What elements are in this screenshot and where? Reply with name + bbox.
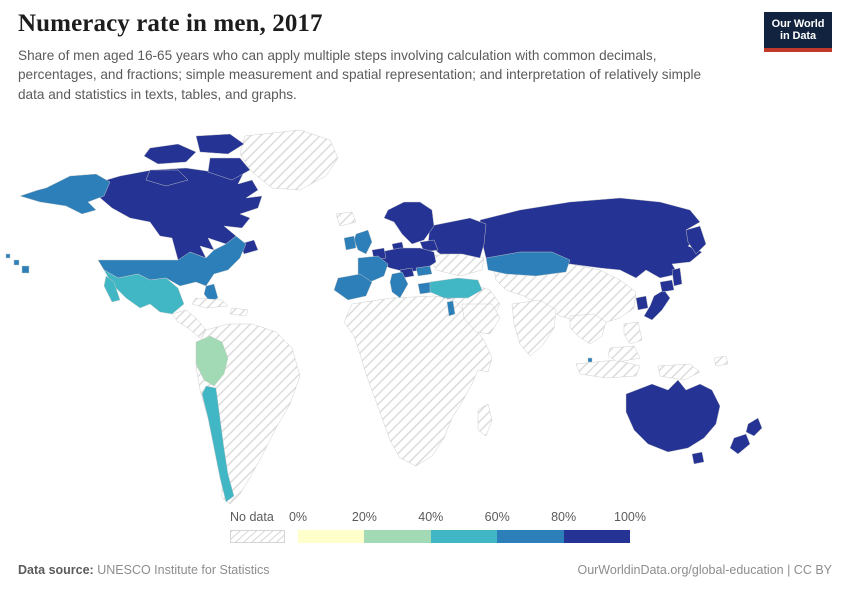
- region-canada-arctic-1[interactable]: [143, 143, 197, 165]
- region-asia-nodata[interactable]: [493, 263, 637, 325]
- legend-bin-2[interactable]: [430, 530, 498, 543]
- region-philippines[interactable]: [623, 321, 643, 345]
- legend-tick-2: 40%: [418, 510, 444, 524]
- region-spain-portugal[interactable]: [333, 273, 373, 301]
- region-south-korea[interactable]: [635, 295, 649, 311]
- legend-bin-4[interactable]: [563, 530, 631, 543]
- legend-no-data-label: No data: [230, 510, 274, 524]
- region-cuba[interactable]: [191, 297, 229, 309]
- legend-bin-0[interactable]: [298, 530, 365, 543]
- region-new-zealand[interactable]: [745, 417, 763, 437]
- page-title: Numeracy rate in men, 2017: [18, 10, 323, 37]
- data-source-label: Data source:: [18, 563, 94, 577]
- region-australia[interactable]: [625, 379, 721, 453]
- region-ireland[interactable]: [343, 235, 357, 251]
- region-chile[interactable]: [201, 385, 235, 503]
- region-greenland[interactable]: [239, 129, 339, 191]
- region-turkey[interactable]: [429, 277, 483, 299]
- region-india[interactable]: [511, 299, 557, 357]
- region-singapore[interactable]: [587, 357, 593, 363]
- region-russia-west[interactable]: [427, 217, 487, 259]
- attribution-link[interactable]: OurWorldinData.org/global-education | CC…: [577, 563, 832, 577]
- legend-tick-5: 100%: [614, 510, 646, 524]
- legend-no-data-hatch[interactable]: [230, 530, 285, 543]
- region-mexico[interactable]: [103, 269, 185, 315]
- region-arabian-peninsula[interactable]: [461, 303, 501, 335]
- legend-tick-1: 20%: [351, 510, 377, 524]
- region-united-kingdom[interactable]: [353, 229, 373, 255]
- legend-bin-1[interactable]: [364, 530, 431, 543]
- region-southeast-asia[interactable]: [569, 313, 607, 345]
- data-source-value: UNESCO Institute for Statistics: [97, 563, 270, 577]
- region-tasmania[interactable]: [691, 451, 705, 465]
- owid-logo[interactable]: Our World in Data: [764, 12, 832, 52]
- region-new-zealand-south[interactable]: [729, 433, 751, 455]
- region-papua-islands[interactable]: [713, 355, 729, 367]
- legend-tick-4: 80%: [551, 510, 577, 524]
- world-map-svg[interactable]: [0, 118, 850, 508]
- region-canada-victoria[interactable]: [145, 169, 189, 187]
- legend-tick-0: 0%: [288, 510, 308, 524]
- chart-header: Numeracy rate in men, 2017 Share of men …: [18, 10, 832, 105]
- map-legend: No data 0% 20% 40% 60% 80% 100%: [0, 508, 850, 554]
- region-hawaii-1[interactable]: [5, 253, 11, 259]
- chart-footer: Data source: UNESCO Institute for Statis…: [18, 563, 832, 577]
- region-central-america[interactable]: [171, 309, 207, 339]
- region-hawaii-3[interactable]: [21, 265, 30, 274]
- region-mexico-baja[interactable]: [103, 275, 121, 303]
- region-peru-ecuador[interactable]: [195, 335, 229, 387]
- region-kamchatka[interactable]: [685, 225, 707, 255]
- legend-tick-3: 60%: [484, 510, 510, 524]
- region-hungary[interactable]: [415, 265, 433, 277]
- region-alaska[interactable]: [19, 173, 111, 215]
- region-papua-new-guinea[interactable]: [657, 363, 701, 381]
- region-canada-arctic-2[interactable]: [195, 133, 245, 155]
- region-hawaii-2[interactable]: [13, 259, 20, 266]
- region-japan[interactable]: [643, 289, 671, 321]
- region-italy[interactable]: [389, 271, 409, 299]
- region-madagascar[interactable]: [477, 403, 493, 437]
- legend-tick-labels: 0% 20% 40% 60% 80% 100%: [289, 510, 646, 528]
- legend-bin-3[interactable]: [497, 530, 564, 543]
- region-france[interactable]: [357, 255, 389, 283]
- world-map[interactable]: [0, 118, 850, 508]
- legend-color-bar[interactable]: [298, 530, 631, 543]
- chart-subtitle: Share of men aged 16-65 years who can ap…: [18, 47, 702, 103]
- region-kazakhstan[interactable]: [485, 251, 571, 277]
- region-norway-sweden-finland[interactable]: [383, 201, 435, 245]
- map-regions: [5, 129, 763, 505]
- region-sakhalin[interactable]: [671, 267, 683, 287]
- logo-line-1: Our World: [771, 17, 825, 30]
- logo-line-2: in Data: [780, 30, 816, 42]
- region-hispaniola[interactable]: [229, 307, 249, 317]
- data-source: Data source: UNESCO Institute for Statis…: [18, 563, 270, 577]
- region-canada-baffin[interactable]: [207, 157, 251, 181]
- region-japan-hokkaido[interactable]: [659, 279, 675, 293]
- region-israel[interactable]: [446, 300, 456, 317]
- region-borneo[interactable]: [607, 345, 641, 363]
- region-iceland[interactable]: [335, 211, 357, 227]
- region-indonesia[interactable]: [575, 359, 641, 379]
